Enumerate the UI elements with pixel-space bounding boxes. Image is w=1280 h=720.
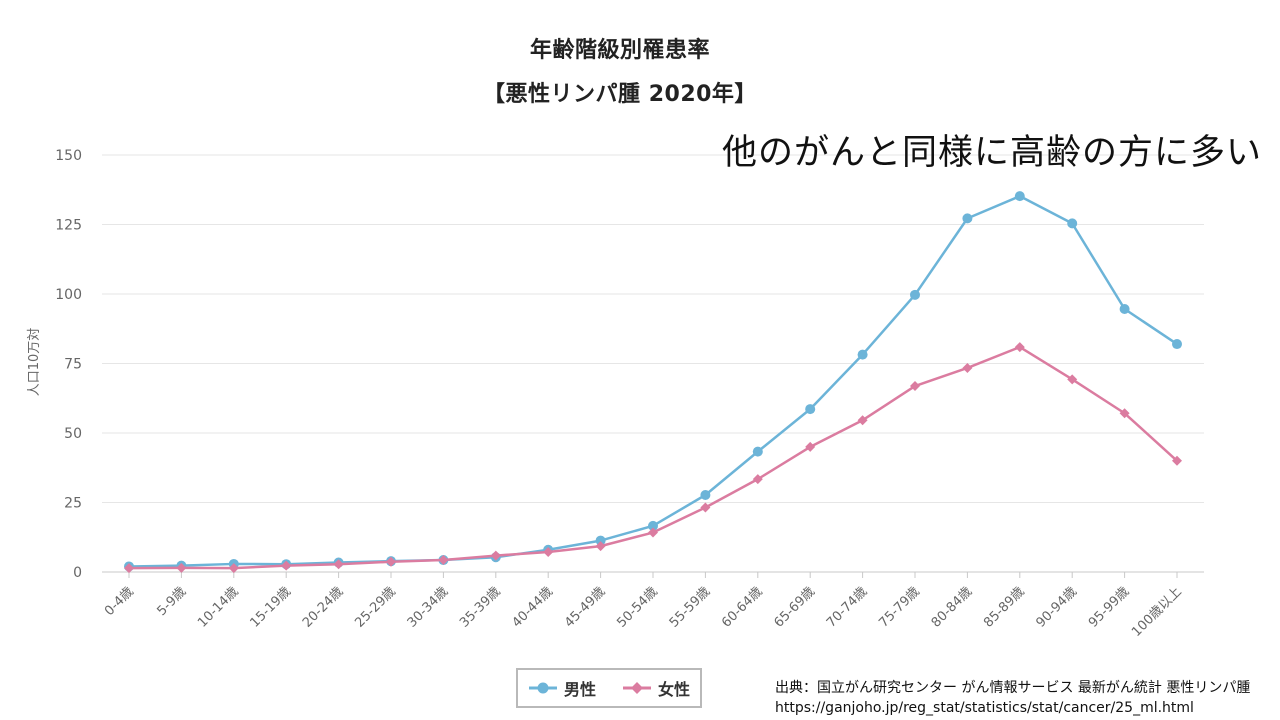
data-point[interactable]: [333, 559, 344, 570]
data-point[interactable]: [438, 555, 449, 566]
annotation-text: 他のがんと同様に高齢の方に多い: [721, 133, 1262, 173]
data-point[interactable]: [962, 362, 973, 373]
series-line: [128, 194, 1178, 568]
x-tick-label: 15-19歳: [248, 584, 295, 631]
y-tick-label: 0: [73, 565, 82, 581]
data-point[interactable]: [1172, 339, 1182, 350]
source-citation: 出典：国立がん研究センター がん情報サービス 最新がん統計 悪性リンパ腫 htt…: [775, 678, 1250, 718]
data-point[interactable]: [386, 556, 396, 567]
x-tick-label: 35-39歳: [457, 584, 504, 631]
data-point[interactable]: [281, 560, 292, 571]
data-point[interactable]: [124, 563, 134, 574]
data-point[interactable]: [910, 381, 920, 392]
data-point[interactable]: [1172, 455, 1182, 466]
y-tick-label: 75: [64, 357, 82, 373]
x-tick-label: 80-84歳: [929, 584, 976, 631]
data-point[interactable]: [700, 502, 711, 513]
x-tick-label: 95-99歳: [1086, 584, 1133, 631]
data-point[interactable]: [910, 289, 920, 300]
data-point[interactable]: [595, 541, 606, 552]
chart-title: 年齢階級別罹患率: [529, 38, 710, 63]
data-point[interactable]: [648, 527, 658, 538]
data-point[interactable]: [1014, 342, 1025, 353]
data-point[interactable]: [176, 562, 187, 573]
data-point[interactable]: [962, 213, 973, 224]
x-tick-label: 90-94歳: [1034, 584, 1081, 631]
series-male: [124, 191, 1182, 572]
x-tick-label: 100歳以上: [1129, 584, 1185, 640]
legend-female-marker-icon: [623, 682, 651, 694]
chart-subtitle: 【悪性リンパ腫 2020年】: [483, 82, 757, 107]
x-tick-label: 75-79歳: [876, 584, 923, 631]
source-line-2: https://ganjoho.jp/reg_stat/statistics/s…: [775, 700, 1194, 716]
x-tick-label: 45-49歳: [562, 584, 609, 631]
x-tick-label: 65-69歳: [772, 584, 819, 631]
x-tick-label: 70-74歳: [824, 584, 871, 631]
y-tick-label: 25: [64, 496, 82, 512]
legend-male-label: 男性: [564, 680, 597, 699]
data-point[interactable]: [1119, 408, 1130, 419]
data-point[interactable]: [595, 535, 606, 546]
data-point[interactable]: [1119, 304, 1130, 315]
x-tick-label: 85-89歳: [981, 584, 1028, 631]
x-tick-label: 55-59歳: [667, 584, 714, 631]
legend-male-marker-icon: [529, 682, 557, 694]
x-tick-label: 0-4歳: [102, 584, 137, 619]
series-layer: [124, 191, 1182, 574]
y-axis-label: 人口10万対: [27, 328, 42, 397]
source-line-1: 出典：国立がん研究センター がん情報サービス 最新がん統計 悪性リンパ腫: [775, 680, 1251, 696]
x-tick-label: 40-44歳: [510, 584, 557, 631]
x-tick-label: 50-54歳: [614, 584, 661, 631]
y-tick-label: 150: [55, 148, 82, 164]
x-axis-ticks: 0-4歳 5-9歳 10-14歳 15-19歳 20-24歳 25-29歳 30-34歳 35…: [102, 572, 1185, 640]
grid-lines: [102, 154, 1204, 573]
data-point[interactable]: [752, 474, 763, 485]
y-tick-label: 125: [55, 218, 82, 234]
legend-female-label: 女性: [658, 680, 691, 699]
data-point[interactable]: [1067, 374, 1078, 385]
data-point[interactable]: [805, 441, 816, 452]
data-point[interactable]: [228, 563, 239, 574]
legend: 男性 女性: [516, 668, 702, 708]
data-point[interactable]: [1014, 191, 1025, 202]
data-point[interactable]: [1067, 218, 1078, 229]
x-tick-label: 5-9歳: [154, 584, 189, 619]
data-point[interactable]: [805, 404, 816, 415]
data-point[interactable]: [700, 489, 711, 500]
y-tick-label: 50: [64, 426, 82, 442]
data-point[interactable]: [490, 550, 501, 561]
line-chart: 0 25 50 75 100 125 150 0-4歳 5-9歳 10-14歳 15-19歳 20-…: [27, 148, 1204, 640]
legend-item-male[interactable]: 男性: [528, 670, 596, 706]
x-tick-label: 20-24歳: [300, 584, 347, 631]
data-point[interactable]: [857, 415, 868, 426]
x-tick-label: 60-64歳: [719, 584, 766, 631]
data-point[interactable]: [543, 546, 554, 557]
series-female: [124, 342, 1182, 574]
y-tick-label: 100: [55, 287, 82, 303]
legend-item-female[interactable]: 女性: [622, 670, 690, 706]
x-tick-label: 10-14歳: [195, 584, 242, 631]
data-point[interactable]: [752, 446, 763, 457]
x-tick-label: 30-34歳: [405, 584, 452, 631]
x-tick-label: 25-29歳: [352, 584, 399, 631]
data-point[interactable]: [857, 349, 868, 360]
data-point[interactable]: [648, 520, 658, 531]
y-axis-ticks: 0 25 50 75 100 125 150: [55, 148, 82, 581]
